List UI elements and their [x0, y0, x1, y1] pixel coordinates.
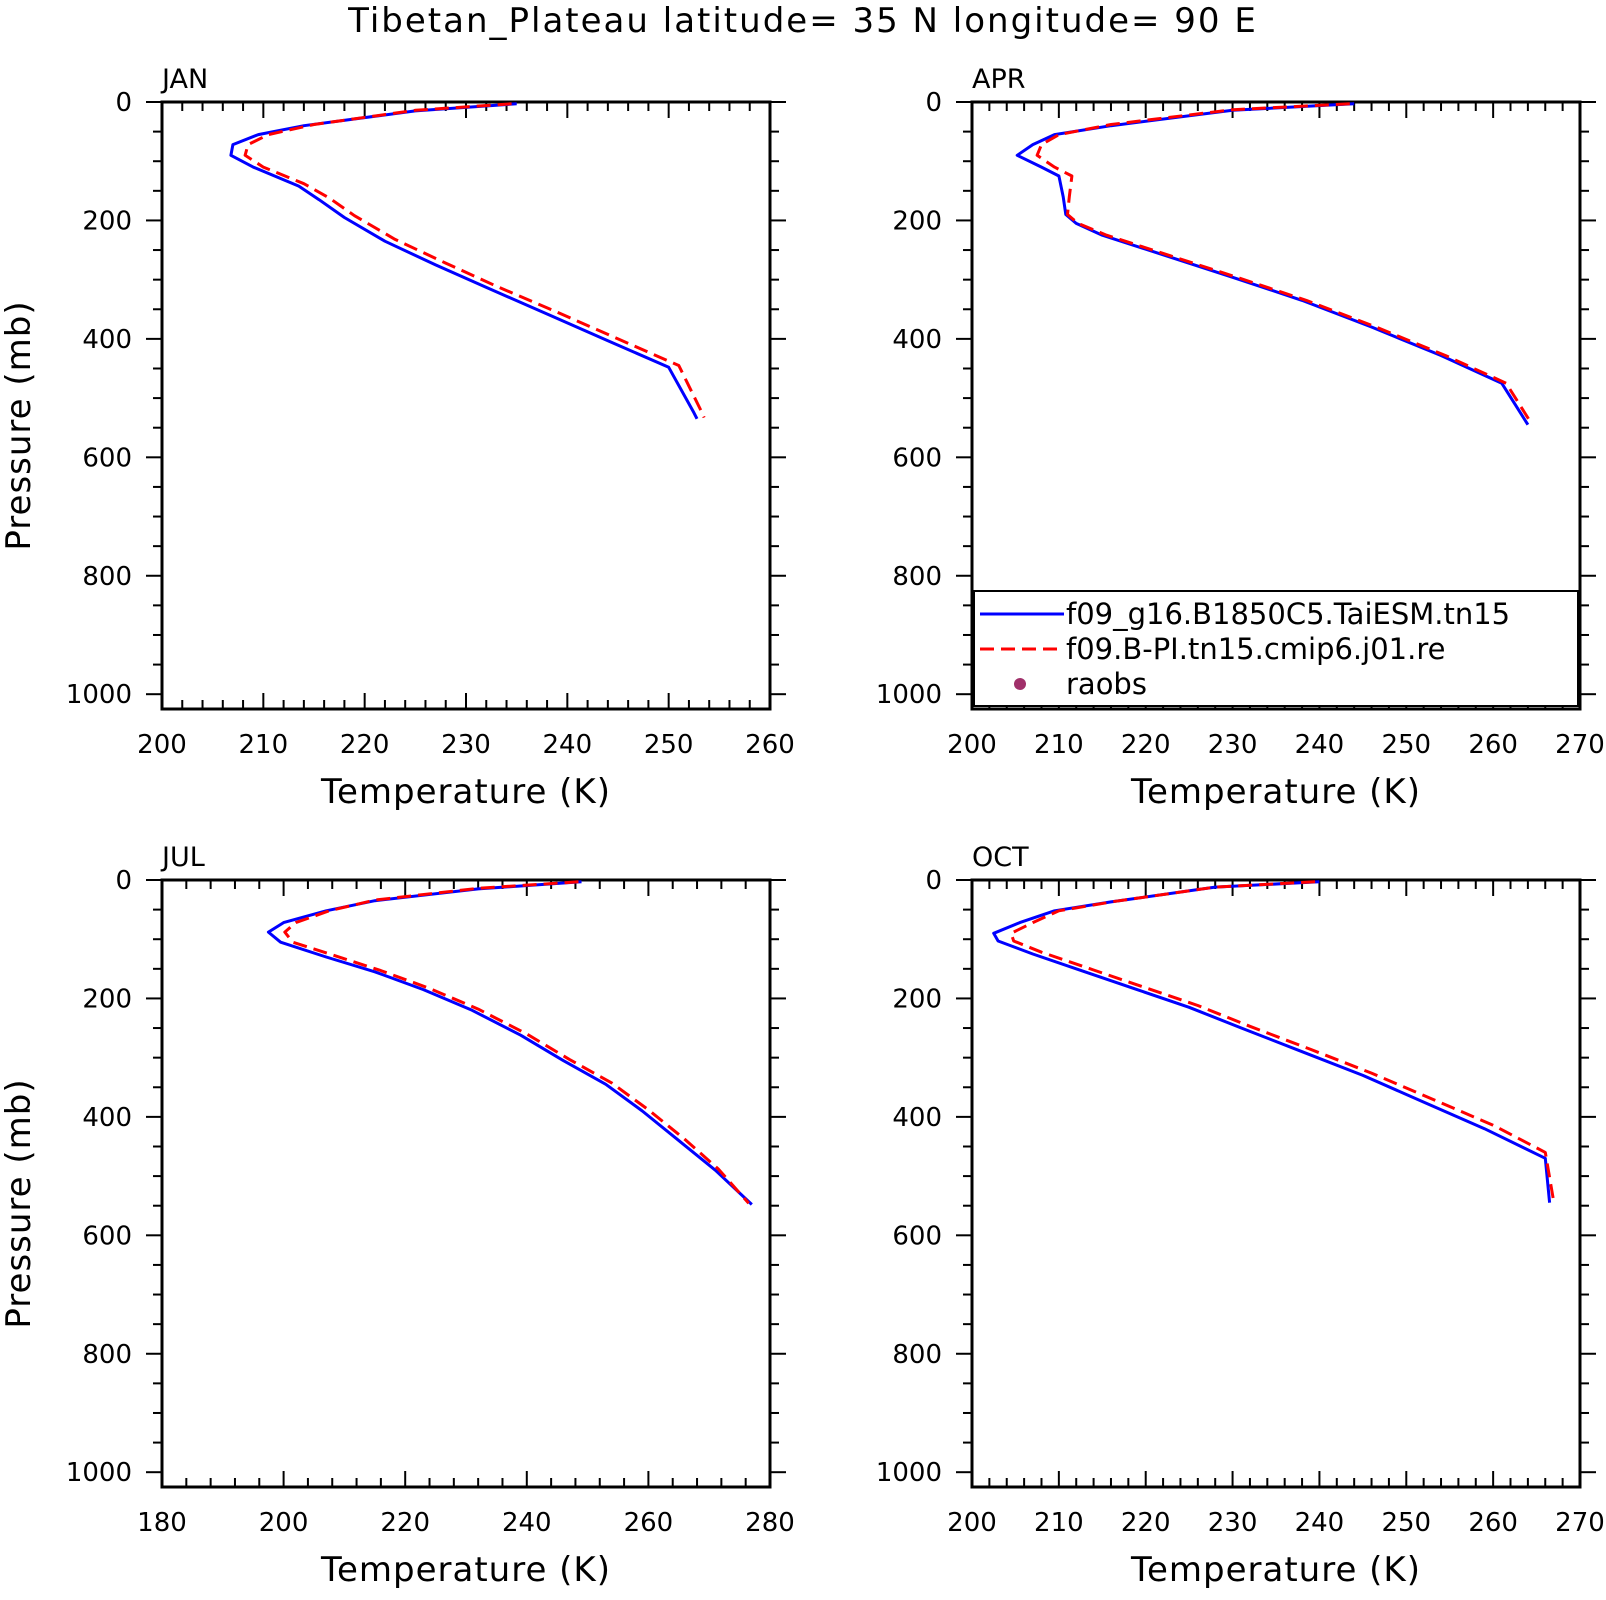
x-tick-label: 240 [502, 1508, 552, 1538]
y-tick-label: 400 [892, 325, 942, 355]
x-tick-label: 230 [1208, 730, 1258, 760]
plot-frame [970, 878, 1582, 1489]
x-tick-label: 270 [1555, 730, 1605, 760]
panel-month-label: JAN [160, 64, 208, 95]
y-tick-label: 200 [82, 984, 132, 1014]
x-tick-label: 270 [1555, 1508, 1605, 1538]
plot-frame [970, 100, 1582, 711]
legend-entry-label: raobs [1066, 667, 1147, 701]
y-tick-label: 400 [82, 325, 132, 355]
y-tick-label: 800 [892, 562, 942, 592]
y-tick-label: 1000 [66, 680, 132, 710]
x-tick-label: 210 [1034, 1508, 1084, 1538]
series-line-model [229, 102, 699, 420]
y-tick-label: 600 [892, 1221, 942, 1251]
x-axis-label: Temperature (K) [320, 1550, 611, 1590]
legend: f09_g16.B1850C5.TaiESM.tn15f09.B-PI.tn15… [973, 590, 1579, 707]
x-tick-label: 220 [380, 1508, 430, 1538]
figure-title: Tibetan_Plateau latitude= 35 N longitude… [347, 1, 1258, 41]
y-tick-label: 600 [82, 443, 132, 473]
series-line-model [266, 880, 753, 1206]
x-tick-label: 260 [624, 1508, 674, 1538]
panel-month-label: OCT [972, 842, 1029, 873]
plot-frame [160, 878, 772, 1489]
x-tick-label: 210 [239, 730, 289, 760]
y-tick-label: 1000 [876, 1458, 942, 1488]
y-tick-label: 400 [82, 1103, 132, 1133]
x-tick-label: 200 [137, 730, 187, 760]
x-tick-label: 220 [1121, 1508, 1171, 1538]
y-tick-label: 600 [892, 443, 942, 473]
x-tick-label: 200 [259, 1508, 309, 1538]
x-tick-label: 260 [1468, 1508, 1518, 1538]
y-tick-label: 600 [82, 1221, 132, 1251]
y-tick-label: 0 [115, 88, 132, 118]
series-line-ref [243, 102, 706, 419]
panel-month-label: JUL [160, 842, 205, 873]
legend-entry-label: f09.B-PI.tn15.cmip6.j01.re [1066, 632, 1445, 666]
y-tick-label: 200 [892, 984, 942, 1014]
x-tick-label: 200 [947, 1508, 997, 1538]
x-tick-label: 210 [1034, 730, 1084, 760]
x-tick-label: 280 [745, 1508, 795, 1538]
plot-frame [160, 100, 772, 711]
legend-box [973, 590, 1579, 707]
series-line-ref [1009, 880, 1556, 1203]
x-tick-label: 240 [1295, 1508, 1345, 1538]
y-tick-label: 1000 [876, 680, 942, 710]
legend-entry-label: f09_g16.B1850C5.TaiESM.tn15 [1066, 597, 1510, 631]
legend-marker-dot [1014, 678, 1026, 690]
x-tick-label: 200 [947, 730, 997, 760]
x-tick-label: 240 [1295, 730, 1345, 760]
y-axis-label: Pressure (mb) [0, 1078, 39, 1328]
x-tick-label: 230 [1208, 1508, 1258, 1538]
y-tick-label: 400 [892, 1103, 942, 1133]
y-tick-label: 1000 [66, 1458, 132, 1488]
series-line-ref [283, 880, 750, 1205]
y-tick-label: 800 [892, 1340, 942, 1370]
y-tick-label: 0 [925, 88, 942, 118]
x-tick-label: 250 [644, 730, 694, 760]
x-tick-label: 250 [1381, 730, 1431, 760]
x-tick-label: 260 [1468, 730, 1518, 760]
y-tick-label: 0 [925, 866, 942, 896]
x-axis-label: Temperature (K) [320, 772, 611, 812]
series-line-model [1015, 102, 1530, 426]
y-tick-label: 200 [82, 206, 132, 236]
panel-month-label: APR [972, 64, 1026, 95]
x-axis-label: Temperature (K) [1130, 1550, 1421, 1590]
x-axis-label: Temperature (K) [1130, 772, 1421, 812]
x-tick-label: 220 [340, 730, 390, 760]
y-tick-label: 800 [82, 562, 132, 592]
y-tick-label: 800 [82, 1340, 132, 1370]
x-tick-label: 220 [1121, 730, 1171, 760]
series-line-model [992, 880, 1552, 1203]
x-tick-label: 180 [137, 1508, 187, 1538]
y-axis-label: Pressure (mb) [0, 300, 39, 550]
series-line-ref [1035, 102, 1534, 426]
y-tick-label: 0 [115, 866, 132, 896]
x-tick-label: 240 [543, 730, 593, 760]
x-tick-label: 250 [1381, 1508, 1431, 1538]
x-tick-label: 230 [441, 730, 491, 760]
x-tick-label: 260 [745, 730, 795, 760]
y-tick-label: 200 [892, 206, 942, 236]
